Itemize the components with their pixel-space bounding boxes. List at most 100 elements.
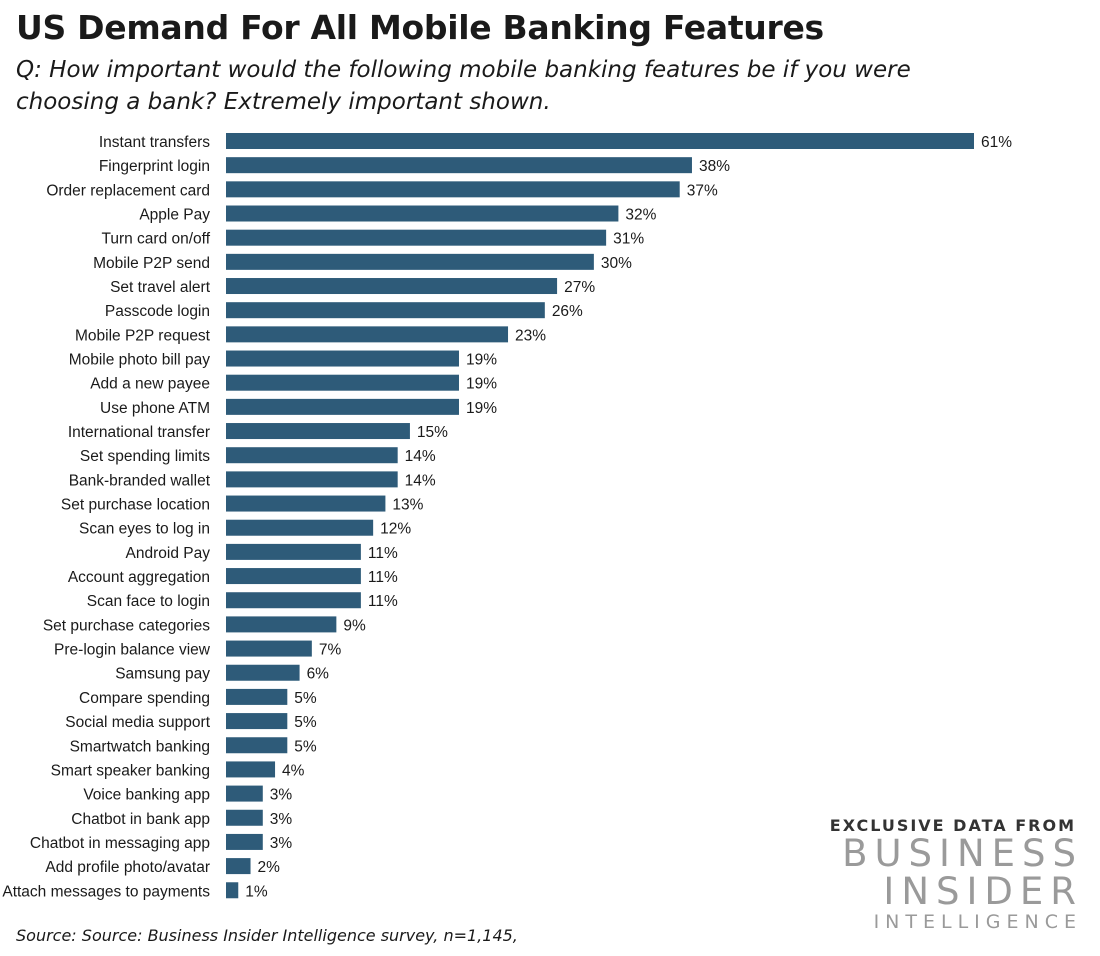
category-label: Chatbot in bank app bbox=[71, 811, 210, 828]
chart-title: US Demand For All Mobile Banking Feature… bbox=[16, 8, 824, 47]
category-label: International transfer bbox=[68, 424, 210, 441]
value-label: 27% bbox=[564, 279, 595, 296]
value-label: 19% bbox=[466, 400, 497, 417]
value-label: 9% bbox=[343, 617, 366, 634]
category-label: Instant transfers bbox=[99, 134, 210, 151]
bar bbox=[226, 543, 361, 560]
bar bbox=[226, 688, 288, 705]
category-label: Voice banking app bbox=[83, 787, 210, 804]
category-label: Turn card on/off bbox=[101, 231, 210, 248]
category-label: Set purchase categories bbox=[43, 617, 210, 634]
brand-logo: EXCLUSIVE DATA FROM BUSINESS INSIDER INT… bbox=[830, 816, 1076, 933]
category-label: Compare spending bbox=[79, 690, 210, 707]
category-label: Fingerprint login bbox=[99, 158, 210, 175]
value-label: 32% bbox=[625, 207, 656, 224]
bar bbox=[226, 157, 692, 174]
category-label: Samsung pay bbox=[115, 666, 210, 683]
bar bbox=[226, 302, 545, 319]
bar bbox=[226, 592, 361, 609]
value-label: 4% bbox=[282, 762, 305, 779]
bar bbox=[226, 471, 398, 488]
value-label: 61% bbox=[981, 134, 1012, 151]
value-label: 13% bbox=[392, 497, 423, 514]
category-labels: Instant transfers Fingerprint login Order … bbox=[2, 134, 210, 900]
value-label: 38% bbox=[699, 158, 730, 175]
chart-subtitle: Q: How important would the following mob… bbox=[16, 57, 911, 115]
category-label: Apple Pay bbox=[139, 207, 210, 224]
bar bbox=[226, 350, 459, 367]
category-label: Mobile P2P send bbox=[93, 255, 210, 272]
value-label: 30% bbox=[601, 255, 632, 272]
value-label: 3% bbox=[270, 787, 293, 804]
value-label: 26% bbox=[552, 303, 583, 320]
bar bbox=[226, 737, 288, 754]
bars bbox=[226, 133, 974, 899]
category-label: Smartwatch banking bbox=[70, 738, 210, 755]
category-label: Use phone ATM bbox=[100, 400, 210, 417]
bar bbox=[226, 568, 361, 585]
bar bbox=[226, 229, 607, 246]
bar bbox=[226, 374, 459, 391]
value-label: 11% bbox=[368, 593, 398, 610]
category-label: Set purchase location bbox=[61, 497, 210, 514]
brand-line-business: BUSINESS bbox=[842, 832, 1083, 875]
value-label: 14% bbox=[405, 472, 436, 489]
bar bbox=[226, 278, 558, 295]
value-label: 5% bbox=[294, 738, 317, 755]
category-label: Attach messages to payments bbox=[2, 883, 210, 900]
value-label: 5% bbox=[294, 714, 317, 731]
bar bbox=[226, 713, 288, 730]
bar bbox=[226, 423, 410, 440]
value-label: 3% bbox=[270, 811, 293, 828]
category-label: Set spending limits bbox=[80, 448, 210, 465]
category-label: Add profile photo/avatar bbox=[45, 859, 210, 876]
category-label: Chatbot in messaging app bbox=[30, 835, 210, 852]
brand-tagline: EXCLUSIVE DATA FROM bbox=[829, 816, 1076, 835]
value-label: 19% bbox=[466, 352, 497, 369]
category-label: Set travel alert bbox=[110, 279, 211, 296]
bar bbox=[226, 495, 386, 512]
value-label: 7% bbox=[319, 642, 342, 659]
bar bbox=[226, 205, 619, 222]
source-note: Source: Source: Business Insider Intelli… bbox=[16, 926, 518, 945]
category-label: Android Pay bbox=[126, 545, 211, 562]
category-label: Social media support bbox=[65, 714, 210, 731]
value-label: 11% bbox=[368, 545, 398, 562]
value-label: 5% bbox=[294, 690, 317, 707]
bar bbox=[226, 181, 680, 198]
category-label: Pre-login balance view bbox=[54, 642, 211, 659]
bar bbox=[226, 785, 263, 802]
category-label: Mobile photo bill pay bbox=[69, 352, 211, 369]
brand-line-insider: INSIDER bbox=[883, 870, 1083, 913]
category-label: Add a new payee bbox=[90, 376, 210, 393]
bar bbox=[226, 398, 459, 415]
bar bbox=[226, 858, 251, 875]
category-label: Order replacement card bbox=[46, 182, 210, 199]
value-label: 15% bbox=[417, 424, 448, 441]
value-label: 1% bbox=[245, 883, 268, 900]
value-label: 6% bbox=[307, 666, 330, 683]
value-label: 37% bbox=[687, 182, 718, 199]
value-labels: 61% 38% 37% 32% 31% 30% 27% 26% 23% 19% 19% 19% 15% 1… bbox=[245, 134, 1012, 900]
bar bbox=[226, 664, 300, 681]
category-label: Scan face to login bbox=[87, 593, 210, 610]
bar bbox=[226, 133, 974, 149]
bar bbox=[226, 882, 239, 899]
bar bbox=[226, 519, 374, 536]
bar bbox=[226, 809, 263, 826]
bar bbox=[226, 326, 509, 343]
value-label: 11% bbox=[368, 569, 398, 586]
category-label: Bank-branded wallet bbox=[69, 472, 211, 489]
bar bbox=[226, 616, 337, 633]
value-label: 31% bbox=[613, 231, 644, 248]
category-label: Account aggregation bbox=[68, 569, 210, 586]
category-label: Mobile P2P request bbox=[75, 327, 211, 344]
value-label: 23% bbox=[515, 327, 546, 344]
bar bbox=[226, 253, 594, 270]
value-label: 12% bbox=[380, 521, 411, 538]
value-label: 2% bbox=[258, 859, 281, 876]
value-label: 3% bbox=[270, 835, 293, 852]
bar bbox=[226, 640, 312, 657]
category-label: Passcode login bbox=[105, 303, 210, 320]
